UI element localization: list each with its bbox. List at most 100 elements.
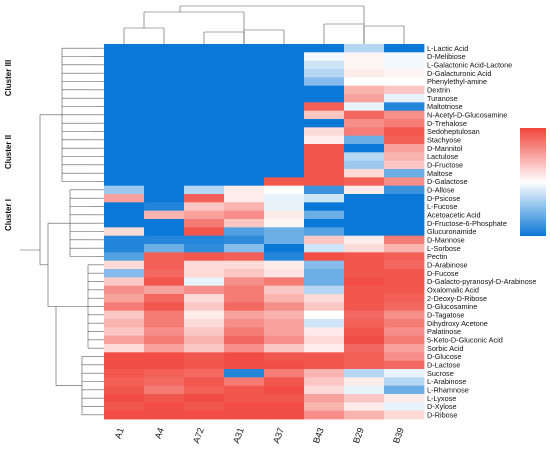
- heatmap-cell: [144, 410, 185, 420]
- heatmap-cell: [184, 135, 225, 145]
- heatmap-cell: [304, 202, 345, 212]
- heatmap-cell: [144, 227, 185, 237]
- heatmap-cell: [144, 152, 185, 162]
- heatmap-cell: [184, 394, 225, 403]
- heatmap-cell: [264, 69, 305, 78]
- heatmap-cell: [304, 410, 345, 420]
- heatmap-cell: [344, 194, 385, 203]
- heatmap-cell: [264, 127, 305, 137]
- heatmap-cell: [344, 327, 385, 337]
- heatmap-cell: [384, 194, 425, 203]
- heatmap-cell: [344, 377, 385, 387]
- heatmap-cell: [184, 402, 225, 412]
- heatmap-cell: [224, 327, 265, 337]
- heatmap-cell: [264, 310, 305, 320]
- heatmap-cell: [344, 219, 385, 228]
- row-label: Maltose: [427, 169, 453, 178]
- heatmap-cell: [104, 44, 145, 53]
- heatmap-cell: [384, 110, 425, 120]
- column-label: A1: [113, 426, 126, 440]
- column-label: B43: [311, 426, 326, 444]
- heatmap-cell: [264, 219, 305, 228]
- heatmap-cell: [144, 210, 185, 220]
- heatmap-cell: [104, 77, 145, 87]
- heatmap-cell: [384, 94, 425, 103]
- heatmap-cell: [384, 235, 425, 245]
- heatmap-cell: [104, 252, 145, 262]
- row-label: D-Trehalose: [427, 119, 467, 128]
- heatmap-cell: [224, 169, 265, 178]
- heatmap-cell: [264, 319, 305, 328]
- heatmap-cell: [104, 344, 145, 353]
- heatmap-cell: [144, 327, 185, 337]
- heatmap-cell: [224, 210, 265, 220]
- heatmap-cell: [144, 177, 185, 187]
- heatmap-cell: [184, 344, 225, 353]
- heatmap-cell: [384, 319, 425, 328]
- heatmap-cell: [384, 369, 425, 378]
- heatmap-cell: [104, 244, 145, 253]
- heatmap-cell: [264, 210, 305, 220]
- row-label: Stachyose: [427, 135, 461, 144]
- row-label: D-Galacturonic Acid: [427, 69, 491, 78]
- heatmap-cell: [384, 210, 425, 220]
- row-label: N-Acetyl-D-Glucosamine: [427, 110, 507, 119]
- heatmap-cell: [304, 344, 345, 353]
- heatmap-cell: [104, 360, 145, 370]
- row-label: Palatinose: [427, 327, 461, 336]
- heatmap-cell: [224, 410, 265, 420]
- row-label: Acetoacetic Acid: [427, 210, 481, 219]
- heatmap-cell: [344, 77, 385, 87]
- heatmap-cell: [144, 335, 185, 345]
- heatmap-cell: [304, 127, 345, 137]
- heatmap-cell: [264, 102, 305, 112]
- heatmap-cell: [304, 369, 345, 378]
- heatmap-cell: [384, 385, 425, 395]
- heatmap-cell: [264, 144, 305, 153]
- heatmap-cell: [304, 377, 345, 387]
- heatmap-cell: [144, 135, 185, 145]
- heatmap-cell: [184, 94, 225, 103]
- heatmap-cell: [344, 319, 385, 328]
- heatmap-cell: [384, 377, 425, 387]
- heatmap-cell: [224, 119, 265, 128]
- heatmap-cell: [384, 119, 425, 128]
- heatmap-cell: [384, 152, 425, 162]
- heatmap-cell: [224, 202, 265, 212]
- heatmap-cell: [264, 402, 305, 412]
- heatmap-cell: [184, 169, 225, 178]
- cluster-label: Cluster I: [4, 199, 13, 231]
- heatmap-cell: [344, 135, 385, 145]
- heatmap-cell: [304, 394, 345, 403]
- row-label: Maltotriose: [427, 102, 463, 111]
- heatmap-cell: [144, 352, 185, 362]
- heatmap-cell: [384, 77, 425, 87]
- heatmap-cell: [224, 294, 265, 303]
- row-label: D-Ribose: [427, 410, 457, 419]
- heatmap-cell: [384, 410, 425, 420]
- heatmap-cell: [224, 235, 265, 245]
- heatmap-cell: [384, 252, 425, 262]
- heatmap-cell: [344, 277, 385, 287]
- heatmap-cell: [104, 410, 145, 420]
- heatmap-cell: [304, 69, 345, 78]
- row-label: D-Glucosamine: [427, 302, 477, 311]
- heatmap-cell: [264, 227, 305, 237]
- row-label: Oxalomalic Acid: [427, 285, 479, 294]
- row-label: L-Lyxose: [427, 394, 456, 403]
- heatmap-cell: [104, 177, 145, 187]
- heatmap-cell: [224, 127, 265, 137]
- row-label: D-Glucose: [427, 352, 461, 361]
- heatmap-cell: [184, 310, 225, 320]
- heatmap-cell: [264, 294, 305, 303]
- heatmap-cell: [344, 102, 385, 112]
- heatmap-cell: [224, 335, 265, 345]
- heatmap-cell: [184, 277, 225, 287]
- heatmap-cell: [104, 219, 145, 228]
- heatmap-cell: [304, 169, 345, 178]
- heatmap-cell: [104, 52, 145, 62]
- heatmap-cell: [144, 385, 185, 395]
- heatmap-cell: [344, 169, 385, 178]
- heatmap-cell: [384, 277, 425, 287]
